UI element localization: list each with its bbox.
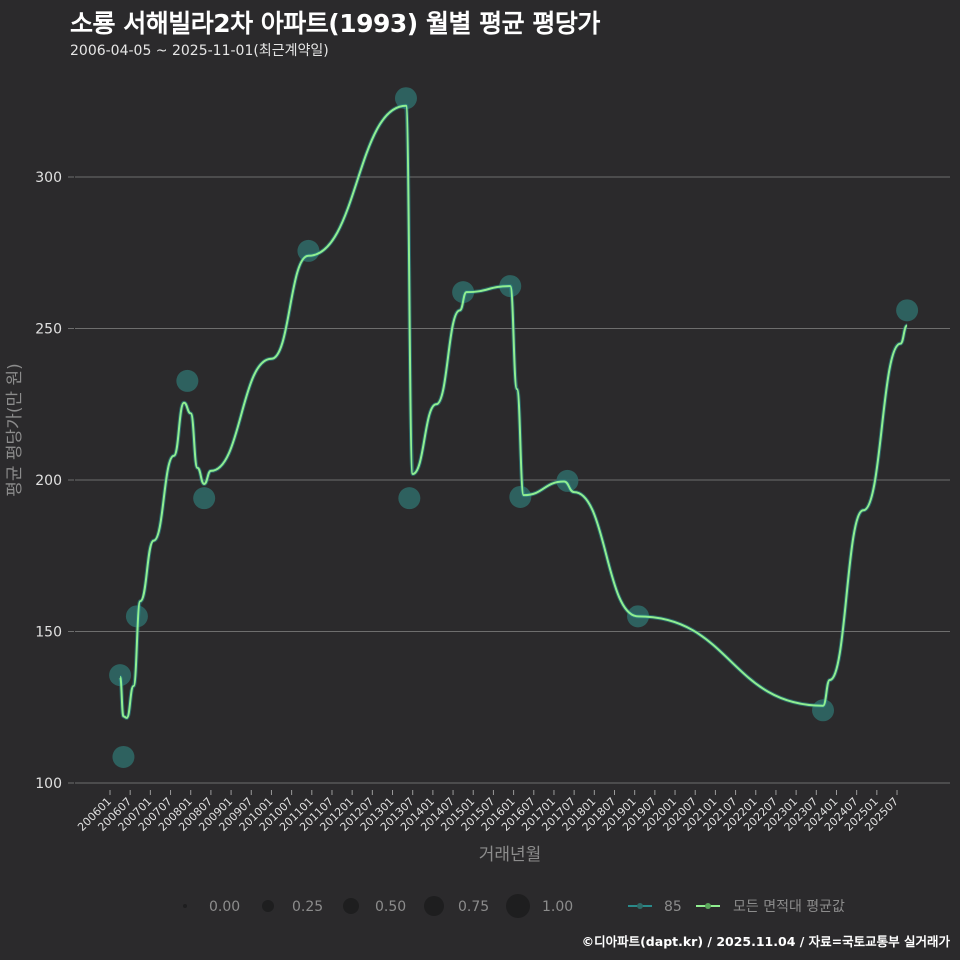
legend-size-circle — [343, 898, 359, 914]
data-point-bubble — [297, 239, 320, 262]
legend-avg-label: 모든 면적대 평균값 — [733, 899, 845, 915]
legend-size-circle — [183, 904, 187, 908]
chart-title: 소룡 서해빌라2차 아파트(1993) 월별 평균 평당가 — [70, 9, 600, 38]
y-tick-label: 300 — [35, 170, 62, 186]
data-point-bubble — [509, 485, 532, 508]
legend-size-label: 0.75 — [458, 899, 489, 915]
average-line — [119, 104, 908, 719]
legend-size-label: 0.50 — [375, 899, 406, 915]
data-point-bubble — [193, 487, 216, 510]
series-85-small-points — [118, 103, 909, 720]
legend-size-label: 0.25 — [292, 899, 323, 915]
legend-size-circle — [262, 900, 274, 912]
gridlines — [75, 176, 950, 784]
legend-size-label: 0.00 — [209, 899, 240, 915]
data-point-bubble — [112, 745, 135, 768]
series-85-points — [109, 87, 919, 768]
data-point-bubble — [398, 487, 421, 510]
legend-avg-dot-icon — [705, 903, 711, 909]
data-point-bubble — [176, 369, 199, 392]
source-caption: ©디아파트(dapt.kr) / 2025.11.04 / 자료=국토교통부 실… — [581, 934, 950, 949]
chart-subtitle: 2006-04-05 ~ 2025-11-01(최근계약일) — [70, 43, 329, 59]
y-tick-label: 150 — [35, 625, 62, 641]
data-point-bubble — [394, 87, 417, 110]
y-axis-title: 평균 평당가(만 원) — [5, 363, 25, 497]
x-axis-ticks: 2006012006072007012007072008012008072009… — [75, 790, 901, 834]
legend-85-dot-icon — [637, 903, 643, 909]
x-axis-title: 거래년월 — [479, 845, 542, 865]
legend-size-circle — [424, 896, 444, 916]
legend-size-label: 1.00 — [542, 899, 573, 915]
series-85-line — [118, 103, 909, 720]
y-axis-ticks: 100 150 200 250 300 — [35, 170, 74, 792]
legend-size-circle — [506, 894, 530, 918]
y-tick-label: 100 — [35, 776, 62, 792]
data-point-bubble — [896, 299, 919, 322]
y-tick-label: 250 — [35, 322, 62, 338]
legend: 0.00 0.25 0.50 0.75 1.00 85 모든 면적대 평균값 — [183, 894, 845, 918]
data-point-bubble — [452, 281, 475, 304]
y-tick-label: 200 — [35, 473, 62, 489]
legend-85-label: 85 — [664, 899, 682, 915]
